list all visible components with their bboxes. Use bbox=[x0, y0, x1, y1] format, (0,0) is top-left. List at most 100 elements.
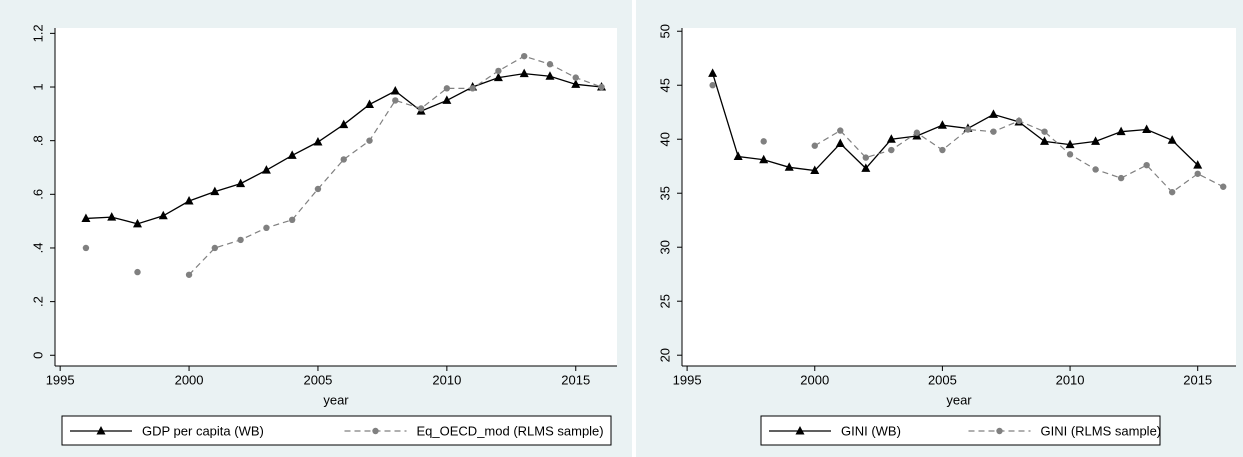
marker bbox=[132, 218, 142, 228]
marker bbox=[1117, 174, 1125, 182]
y-tick-label: 1.2 bbox=[30, 24, 45, 42]
x-tick-label: 2015 bbox=[561, 372, 590, 387]
y-tick-label: .6 bbox=[30, 189, 45, 200]
marker bbox=[545, 71, 555, 80]
marker bbox=[134, 268, 141, 276]
marker bbox=[211, 244, 219, 252]
marker bbox=[733, 151, 743, 161]
marker bbox=[888, 146, 895, 154]
y-tick-label: 1 bbox=[30, 83, 45, 90]
marker bbox=[598, 83, 605, 91]
marker bbox=[759, 154, 769, 164]
marker bbox=[365, 99, 375, 108]
x-tick-label: 2010 bbox=[432, 372, 461, 387]
marker bbox=[81, 213, 91, 222]
marker bbox=[469, 85, 476, 92]
marker bbox=[964, 126, 972, 133]
marker bbox=[390, 86, 400, 95]
marker bbox=[392, 97, 399, 104]
marker bbox=[546, 61, 554, 68]
marker bbox=[366, 137, 373, 144]
legend-marker bbox=[372, 427, 379, 435]
marker bbox=[837, 127, 844, 134]
y-tick-label: 45 bbox=[657, 78, 672, 92]
marker bbox=[988, 109, 998, 118]
y-tick-label: 40 bbox=[657, 132, 672, 146]
marker bbox=[107, 212, 117, 221]
y-tick-label: 50 bbox=[657, 24, 672, 38]
marker bbox=[709, 82, 716, 89]
marker bbox=[937, 120, 947, 129]
marker bbox=[1167, 135, 1177, 144]
marker bbox=[1143, 161, 1150, 169]
marker bbox=[990, 128, 997, 135]
series-line bbox=[188, 55, 602, 276]
y-tick-label: .4 bbox=[30, 243, 45, 254]
legend-marker bbox=[996, 427, 1003, 435]
marker bbox=[158, 210, 168, 220]
marker bbox=[1194, 170, 1201, 177]
marker bbox=[313, 137, 323, 146]
marker bbox=[340, 156, 347, 163]
marker bbox=[861, 163, 871, 172]
marker bbox=[1092, 166, 1099, 173]
marker bbox=[210, 186, 220, 196]
marker bbox=[886, 134, 896, 143]
marker bbox=[520, 52, 528, 60]
legend-box bbox=[61, 415, 612, 446]
plot-area bbox=[55, 28, 617, 366]
legend-label: Eq_OECD_mod (RLMS sample) bbox=[417, 423, 604, 438]
marker bbox=[288, 216, 296, 224]
y-tick-label: 20 bbox=[657, 348, 672, 362]
legend-label: GINI (RLMS sample) bbox=[1041, 423, 1162, 438]
y-tick-label: 0 bbox=[30, 352, 45, 359]
marker bbox=[571, 79, 581, 88]
x-tick-label: 2015 bbox=[1183, 372, 1212, 387]
y-tick-label: .8 bbox=[30, 135, 45, 146]
marker bbox=[835, 138, 845, 148]
marker bbox=[263, 224, 270, 232]
marker bbox=[237, 236, 244, 244]
marker bbox=[184, 196, 194, 205]
marker bbox=[708, 68, 718, 77]
legend-marker bbox=[96, 426, 106, 435]
y-tick-label: 30 bbox=[657, 240, 672, 254]
x-tick-label: 1995 bbox=[46, 372, 75, 387]
marker bbox=[1065, 139, 1075, 149]
marker bbox=[185, 271, 193, 278]
marker bbox=[287, 150, 297, 159]
x-tick-label: 2010 bbox=[1056, 372, 1085, 387]
marker bbox=[760, 138, 767, 145]
marker bbox=[417, 105, 425, 112]
marker bbox=[1142, 124, 1152, 134]
x-axis-title: year bbox=[946, 392, 972, 407]
marker bbox=[314, 185, 322, 193]
marker bbox=[442, 95, 452, 104]
marker bbox=[443, 85, 451, 92]
marker bbox=[913, 129, 921, 136]
y-tick-label: .2 bbox=[30, 296, 45, 307]
marker bbox=[1168, 188, 1176, 196]
marker bbox=[493, 72, 503, 82]
marker bbox=[1193, 160, 1203, 169]
marker bbox=[1015, 117, 1023, 125]
marker bbox=[939, 146, 946, 154]
marker bbox=[261, 165, 271, 174]
legend-label: GINI (WB) bbox=[841, 423, 901, 438]
marker bbox=[1091, 136, 1101, 145]
x-tick-label: 2000 bbox=[175, 372, 204, 387]
marker bbox=[236, 178, 246, 188]
marker bbox=[1041, 128, 1048, 135]
x-tick-label: 1995 bbox=[673, 372, 702, 387]
x-tick-label: 2000 bbox=[800, 372, 829, 387]
marker bbox=[784, 162, 794, 171]
x-tick-label: 2005 bbox=[928, 372, 957, 387]
marker bbox=[810, 165, 820, 175]
marker bbox=[1116, 126, 1126, 136]
y-tick-label: 35 bbox=[657, 186, 672, 200]
marker bbox=[1066, 151, 1074, 158]
marker bbox=[339, 119, 349, 129]
x-axis-title: year bbox=[323, 392, 349, 407]
marker bbox=[811, 142, 818, 149]
